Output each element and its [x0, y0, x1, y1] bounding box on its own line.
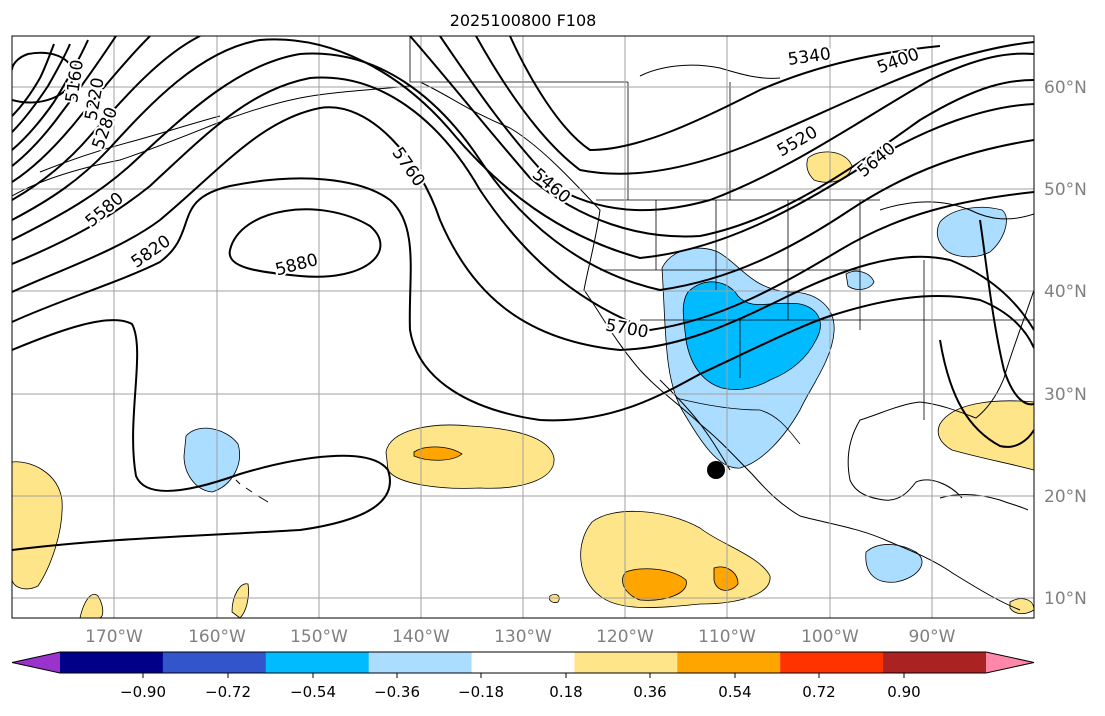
contour-5340	[12, 36, 941, 152]
lon-label: 110°W	[698, 627, 756, 647]
lat-label: 60°N	[1044, 78, 1087, 98]
contour-5640	[12, 52, 1034, 292]
colorbar-tick-label: −0.36	[374, 683, 420, 701]
alaska-canada-border	[409, 36, 628, 83]
colorbar-segment	[677, 652, 781, 673]
alaska-coast	[12, 85, 411, 197]
negative-anomaly-hawaii	[183, 427, 240, 493]
negative-anomaly-great-lakes	[936, 206, 1007, 258]
lon-label: 140°W	[392, 627, 450, 647]
colorbar-segments	[11, 651, 1035, 674]
lon-label: 120°W	[596, 627, 654, 647]
colorbar-ticks	[142, 673, 905, 678]
colorbar-tick-label: 0.18	[549, 683, 582, 701]
colorbar-tick-label: −0.72	[205, 683, 251, 701]
contour-east-trough	[979, 219, 1034, 406]
colorbar-segment	[780, 652, 884, 673]
location-marker	[707, 461, 725, 479]
colorbar-tick-label: −0.54	[290, 683, 336, 701]
contour-5400	[12, 36, 1034, 175]
contour-5160	[12, 51, 76, 104]
lat-label: 40°N	[1044, 282, 1087, 302]
us-mexico-border	[675, 397, 801, 445]
colorbar-tick-label: 0.90	[887, 683, 920, 701]
positive-anomaly-east-pacific-core	[413, 446, 463, 461]
lon-label: 130°W	[494, 627, 552, 647]
contour-5880-west	[228, 208, 382, 278]
colorbar-segment	[60, 652, 164, 673]
cuba	[939, 493, 1029, 511]
colorbar-segment	[368, 652, 473, 673]
graticule	[12, 36, 1034, 618]
colorbar-tick-label: 0.54	[718, 683, 751, 701]
positive-anomaly-gulf	[937, 400, 1034, 471]
longitude-labels: 170°W 160°W 150°W 140°W 130°W 120°W 110°…	[85, 627, 956, 647]
map-frame	[11, 35, 1035, 619]
anomaly-shading	[12, 151, 1034, 618]
positive-anomaly-far-south-1	[79, 593, 104, 618]
lon-label: 160°W	[188, 627, 246, 647]
height-contours	[12, 36, 1034, 551]
map-title: 2025100800 F108	[450, 11, 597, 30]
north-america-east-coast	[847, 289, 1034, 501]
positive-anomaly-east-pacific	[385, 424, 555, 489]
hudson-bay-coast	[639, 64, 781, 79]
lat-label: 30°N	[1044, 385, 1087, 405]
colorbar-tick-label: −0.18	[458, 683, 504, 701]
contour-gulf-low	[939, 339, 1034, 448]
colorbar-segment	[883, 652, 987, 673]
lat-label: 20°N	[1044, 487, 1087, 507]
colorbar-segment	[471, 652, 575, 673]
hawaii-islands	[235, 479, 269, 503]
lon-label: 90°W	[909, 627, 956, 647]
lon-label: 170°W	[85, 627, 143, 647]
positive-anomaly-tropics-core-east	[713, 566, 739, 591]
negative-anomaly-southwest-core	[682, 281, 821, 390]
lat-label: 50°N	[1044, 180, 1087, 200]
colorbar: −0.90 −0.72 −0.54 −0.36 −0.18 0.18 0.36 …	[11, 651, 1035, 701]
colorbar-segment	[162, 652, 267, 673]
aleutians	[39, 115, 221, 173]
colorbar-segment	[574, 652, 678, 673]
positive-anomaly-bahamas	[1009, 598, 1034, 614]
contour-5280	[12, 43, 71, 133]
positive-anomaly-west-edge	[12, 461, 63, 590]
colorbar-tick-label: −0.90	[120, 683, 166, 701]
lon-label: 150°W	[290, 627, 348, 647]
coastlines	[12, 64, 1034, 611]
canada-east	[879, 201, 1034, 220]
contour-5760	[12, 106, 1034, 352]
colorbar-extend-min	[12, 652, 60, 673]
contour-5460	[12, 36, 1034, 212]
contour-5520	[12, 36, 1034, 238]
colorbar-outline	[11, 651, 1035, 674]
contour-5700	[12, 76, 1034, 332]
colorbar-tick-labels: −0.90 −0.72 −0.54 −0.36 −0.18 0.18 0.36 …	[120, 683, 921, 701]
lat-label: 10°N	[1044, 589, 1087, 609]
map-panel: 5160 5220 5280 5340 5400 5460 5520 5580 …	[12, 36, 1034, 618]
colorbar-tick-label: 0.36	[633, 683, 666, 701]
colorbar-tick-label: 0.72	[802, 683, 835, 701]
negative-anomaly-central-america	[865, 544, 923, 583]
contour-5580	[12, 38, 1034, 260]
colorbar-segment	[265, 652, 370, 673]
north-america-west-coast	[419, 81, 1021, 611]
contour-5820	[12, 177, 1034, 422]
contour-5880-south	[12, 319, 391, 551]
latitude-labels: 60°N 50°N 40°N 30°N 20°N 10°N	[1044, 78, 1087, 609]
lon-label: 100°W	[801, 627, 859, 647]
colorbar-extend-max	[986, 652, 1034, 673]
